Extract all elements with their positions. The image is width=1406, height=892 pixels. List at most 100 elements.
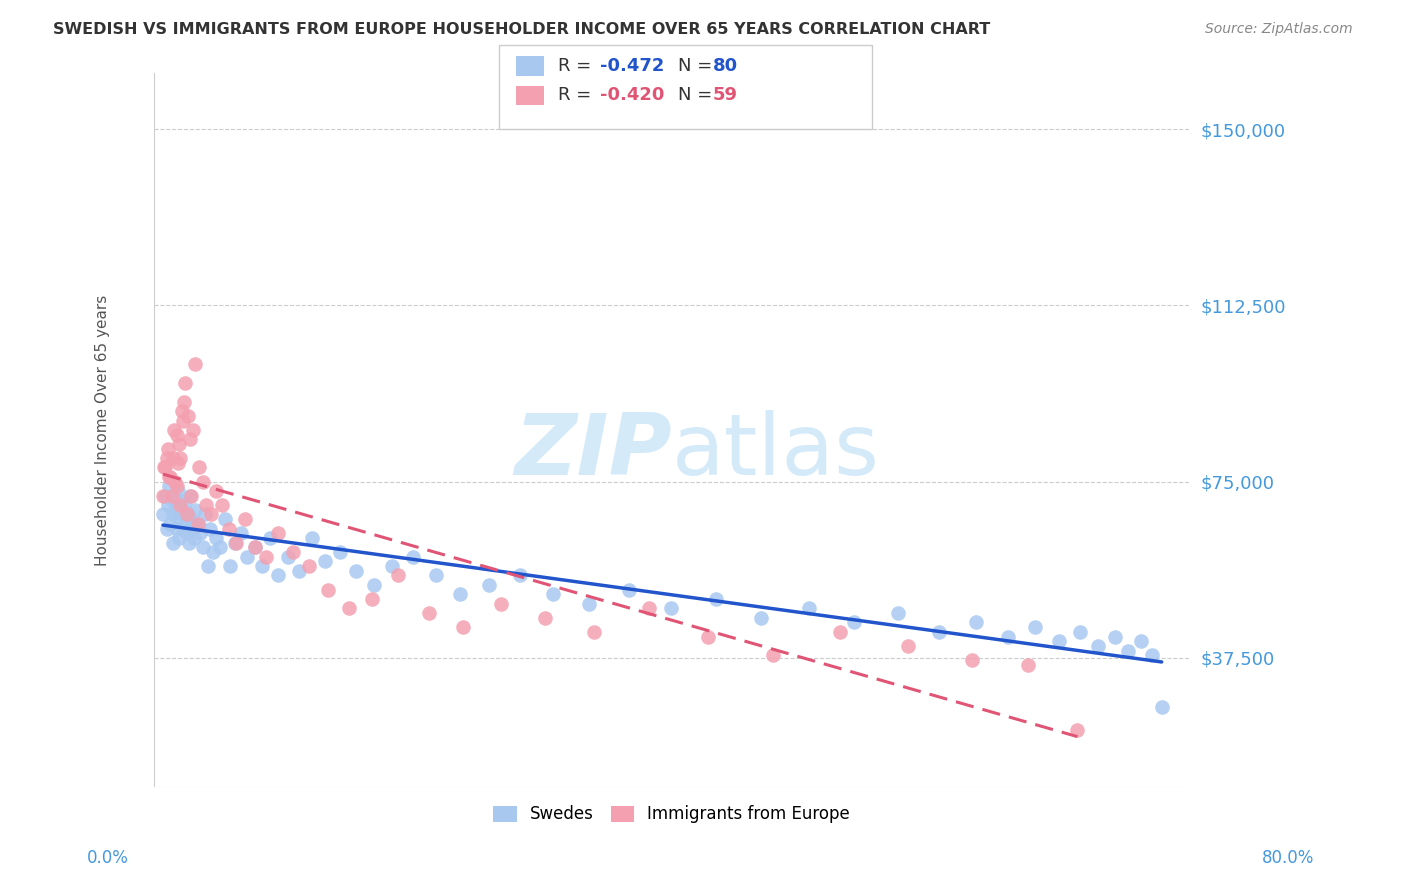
Point — [167, 531, 190, 545]
Point — [167, 437, 190, 451]
Point — [214, 512, 236, 526]
Point — [281, 545, 304, 559]
Point — [169, 493, 191, 508]
Point — [170, 404, 193, 418]
Point — [1047, 634, 1070, 648]
Point — [449, 587, 471, 601]
Point — [478, 578, 501, 592]
Text: Source: ZipAtlas.com: Source: ZipAtlas.com — [1205, 22, 1353, 37]
Point — [166, 522, 188, 536]
Point — [162, 508, 184, 522]
Point — [169, 498, 191, 512]
Point — [184, 502, 207, 516]
Point — [997, 630, 1019, 644]
Point — [402, 549, 425, 564]
Point — [205, 483, 228, 498]
Point — [928, 624, 950, 639]
Point — [361, 591, 384, 606]
Point — [159, 516, 181, 531]
Point — [176, 526, 198, 541]
Text: ZIP: ZIP — [515, 409, 672, 492]
Point — [316, 582, 339, 597]
Point — [162, 535, 184, 549]
Point — [637, 601, 659, 615]
Point — [155, 460, 177, 475]
Point — [172, 413, 194, 427]
Point — [187, 516, 209, 531]
Text: N =: N = — [678, 87, 717, 104]
Point — [697, 630, 720, 644]
Point — [1104, 630, 1126, 644]
Point — [751, 611, 773, 625]
Point — [1087, 639, 1109, 653]
Text: SWEDISH VS IMMIGRANTS FROM EUROPE HOUSEHOLDER INCOME OVER 65 YEARS CORRELATION C: SWEDISH VS IMMIGRANTS FROM EUROPE HOUSEH… — [53, 22, 991, 37]
Point — [363, 578, 385, 592]
Point — [1017, 657, 1039, 672]
Point — [159, 470, 181, 484]
Point — [177, 409, 200, 423]
Text: -0.472: -0.472 — [600, 57, 665, 75]
Point — [187, 516, 209, 531]
Point — [233, 512, 256, 526]
Point — [704, 591, 727, 606]
Point — [177, 535, 200, 549]
Point — [156, 451, 179, 466]
Point — [165, 502, 187, 516]
Point — [267, 568, 290, 582]
Point — [1116, 643, 1139, 657]
Point — [329, 545, 352, 559]
Point — [960, 653, 983, 667]
Point — [165, 475, 187, 489]
Point — [314, 554, 336, 568]
Point — [659, 601, 682, 615]
Point — [169, 451, 191, 466]
Text: 80.0%: 80.0% — [1263, 849, 1315, 867]
Point — [155, 489, 177, 503]
Point — [229, 526, 252, 541]
Text: R =: R = — [558, 57, 598, 75]
Point — [1150, 700, 1173, 714]
Point — [180, 512, 202, 526]
Point — [583, 624, 606, 639]
Point — [211, 498, 233, 512]
Point — [224, 535, 246, 549]
Point — [543, 587, 565, 601]
Point — [191, 541, 214, 555]
Point — [180, 489, 202, 503]
Point — [153, 460, 176, 475]
Point — [183, 531, 205, 545]
Point — [194, 508, 217, 522]
Point — [1024, 620, 1046, 634]
Point — [173, 394, 195, 409]
Point — [617, 582, 640, 597]
Point — [844, 615, 866, 630]
Point — [1066, 723, 1088, 738]
Point — [337, 601, 360, 615]
Point — [184, 357, 207, 371]
Point — [344, 564, 367, 578]
Point — [267, 526, 290, 541]
Point — [167, 512, 190, 526]
Point — [187, 460, 209, 475]
Point — [418, 606, 440, 620]
Point — [160, 489, 183, 503]
Point — [177, 508, 200, 522]
Point — [201, 545, 224, 559]
Point — [762, 648, 785, 663]
Point — [163, 489, 186, 503]
Text: -0.420: -0.420 — [600, 87, 665, 104]
Point — [425, 568, 447, 582]
Point — [381, 559, 404, 574]
Point — [1140, 648, 1163, 663]
Point — [163, 423, 186, 437]
Point — [173, 498, 195, 512]
Point — [509, 568, 531, 582]
Point — [288, 564, 311, 578]
Point — [152, 489, 174, 503]
Legend: Swedes, Immigrants from Europe: Swedes, Immigrants from Europe — [486, 798, 856, 830]
Text: 59: 59 — [713, 87, 738, 104]
Point — [181, 522, 204, 536]
Point — [277, 549, 299, 564]
Point — [162, 451, 184, 466]
Point — [166, 427, 188, 442]
